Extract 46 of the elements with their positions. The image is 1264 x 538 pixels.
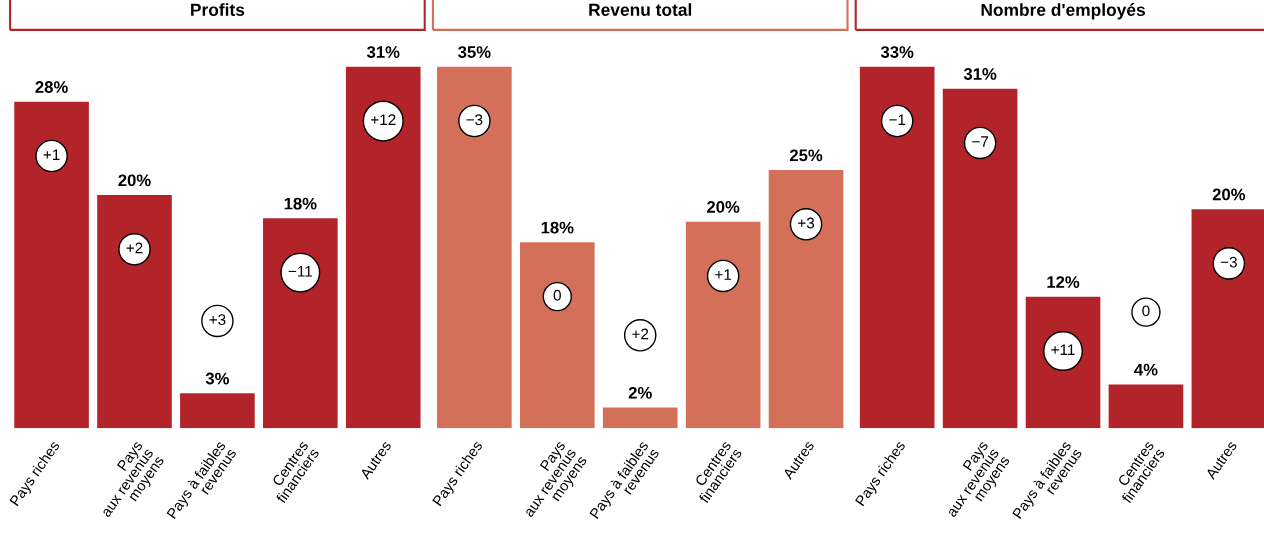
data-label: 2% bbox=[628, 386, 652, 399]
data-label: 18% bbox=[284, 197, 317, 210]
data-label: 4% bbox=[1134, 363, 1158, 376]
annotation: +3 bbox=[798, 217, 815, 229]
data-label: 18% bbox=[541, 221, 574, 234]
annotation: +3 bbox=[209, 314, 226, 326]
data-label: 20% bbox=[118, 174, 151, 187]
bar bbox=[437, 66, 512, 429]
annotation: 0 bbox=[553, 289, 561, 301]
annotation: +12 bbox=[371, 114, 396, 125]
data-label: 20% bbox=[1212, 188, 1246, 201]
annotation: −7 bbox=[972, 136, 989, 147]
data-label: 12% bbox=[1047, 276, 1080, 288]
data-label: 25% bbox=[789, 149, 823, 162]
bar bbox=[1108, 384, 1184, 429]
chart-title: Revenu total bbox=[589, 3, 692, 16]
data-label: 20% bbox=[707, 201, 740, 213]
data-label: 31% bbox=[366, 46, 400, 58]
chart-title: Profits bbox=[191, 3, 245, 16]
bar bbox=[97, 195, 172, 429]
bar bbox=[859, 66, 935, 429]
annotation: −11 bbox=[288, 266, 312, 277]
bar bbox=[942, 88, 1018, 429]
annotation: +1 bbox=[43, 149, 60, 160]
bar bbox=[519, 242, 595, 429]
data-label: 33% bbox=[880, 46, 914, 58]
data-label: 28% bbox=[35, 81, 68, 93]
bar bbox=[685, 221, 761, 429]
bar bbox=[602, 407, 678, 429]
annotation: +1 bbox=[715, 269, 732, 280]
chart-title: Nombre d'employés bbox=[981, 3, 1145, 20]
bar bbox=[14, 101, 89, 429]
annotation: 0 bbox=[1142, 305, 1150, 317]
bar bbox=[263, 218, 338, 429]
annotation: +2 bbox=[126, 242, 143, 254]
annotation: −3 bbox=[466, 114, 483, 126]
annotation: +2 bbox=[632, 328, 649, 340]
bar bbox=[768, 170, 844, 429]
annotation: +11 bbox=[1051, 344, 1075, 355]
annotation: −1 bbox=[889, 114, 906, 125]
annotation: −3 bbox=[1220, 256, 1237, 268]
data-label: 35% bbox=[458, 46, 491, 58]
bar bbox=[180, 393, 255, 429]
data-label: 3% bbox=[205, 372, 230, 385]
data-label: 31% bbox=[963, 68, 997, 80]
bar bbox=[345, 66, 421, 429]
